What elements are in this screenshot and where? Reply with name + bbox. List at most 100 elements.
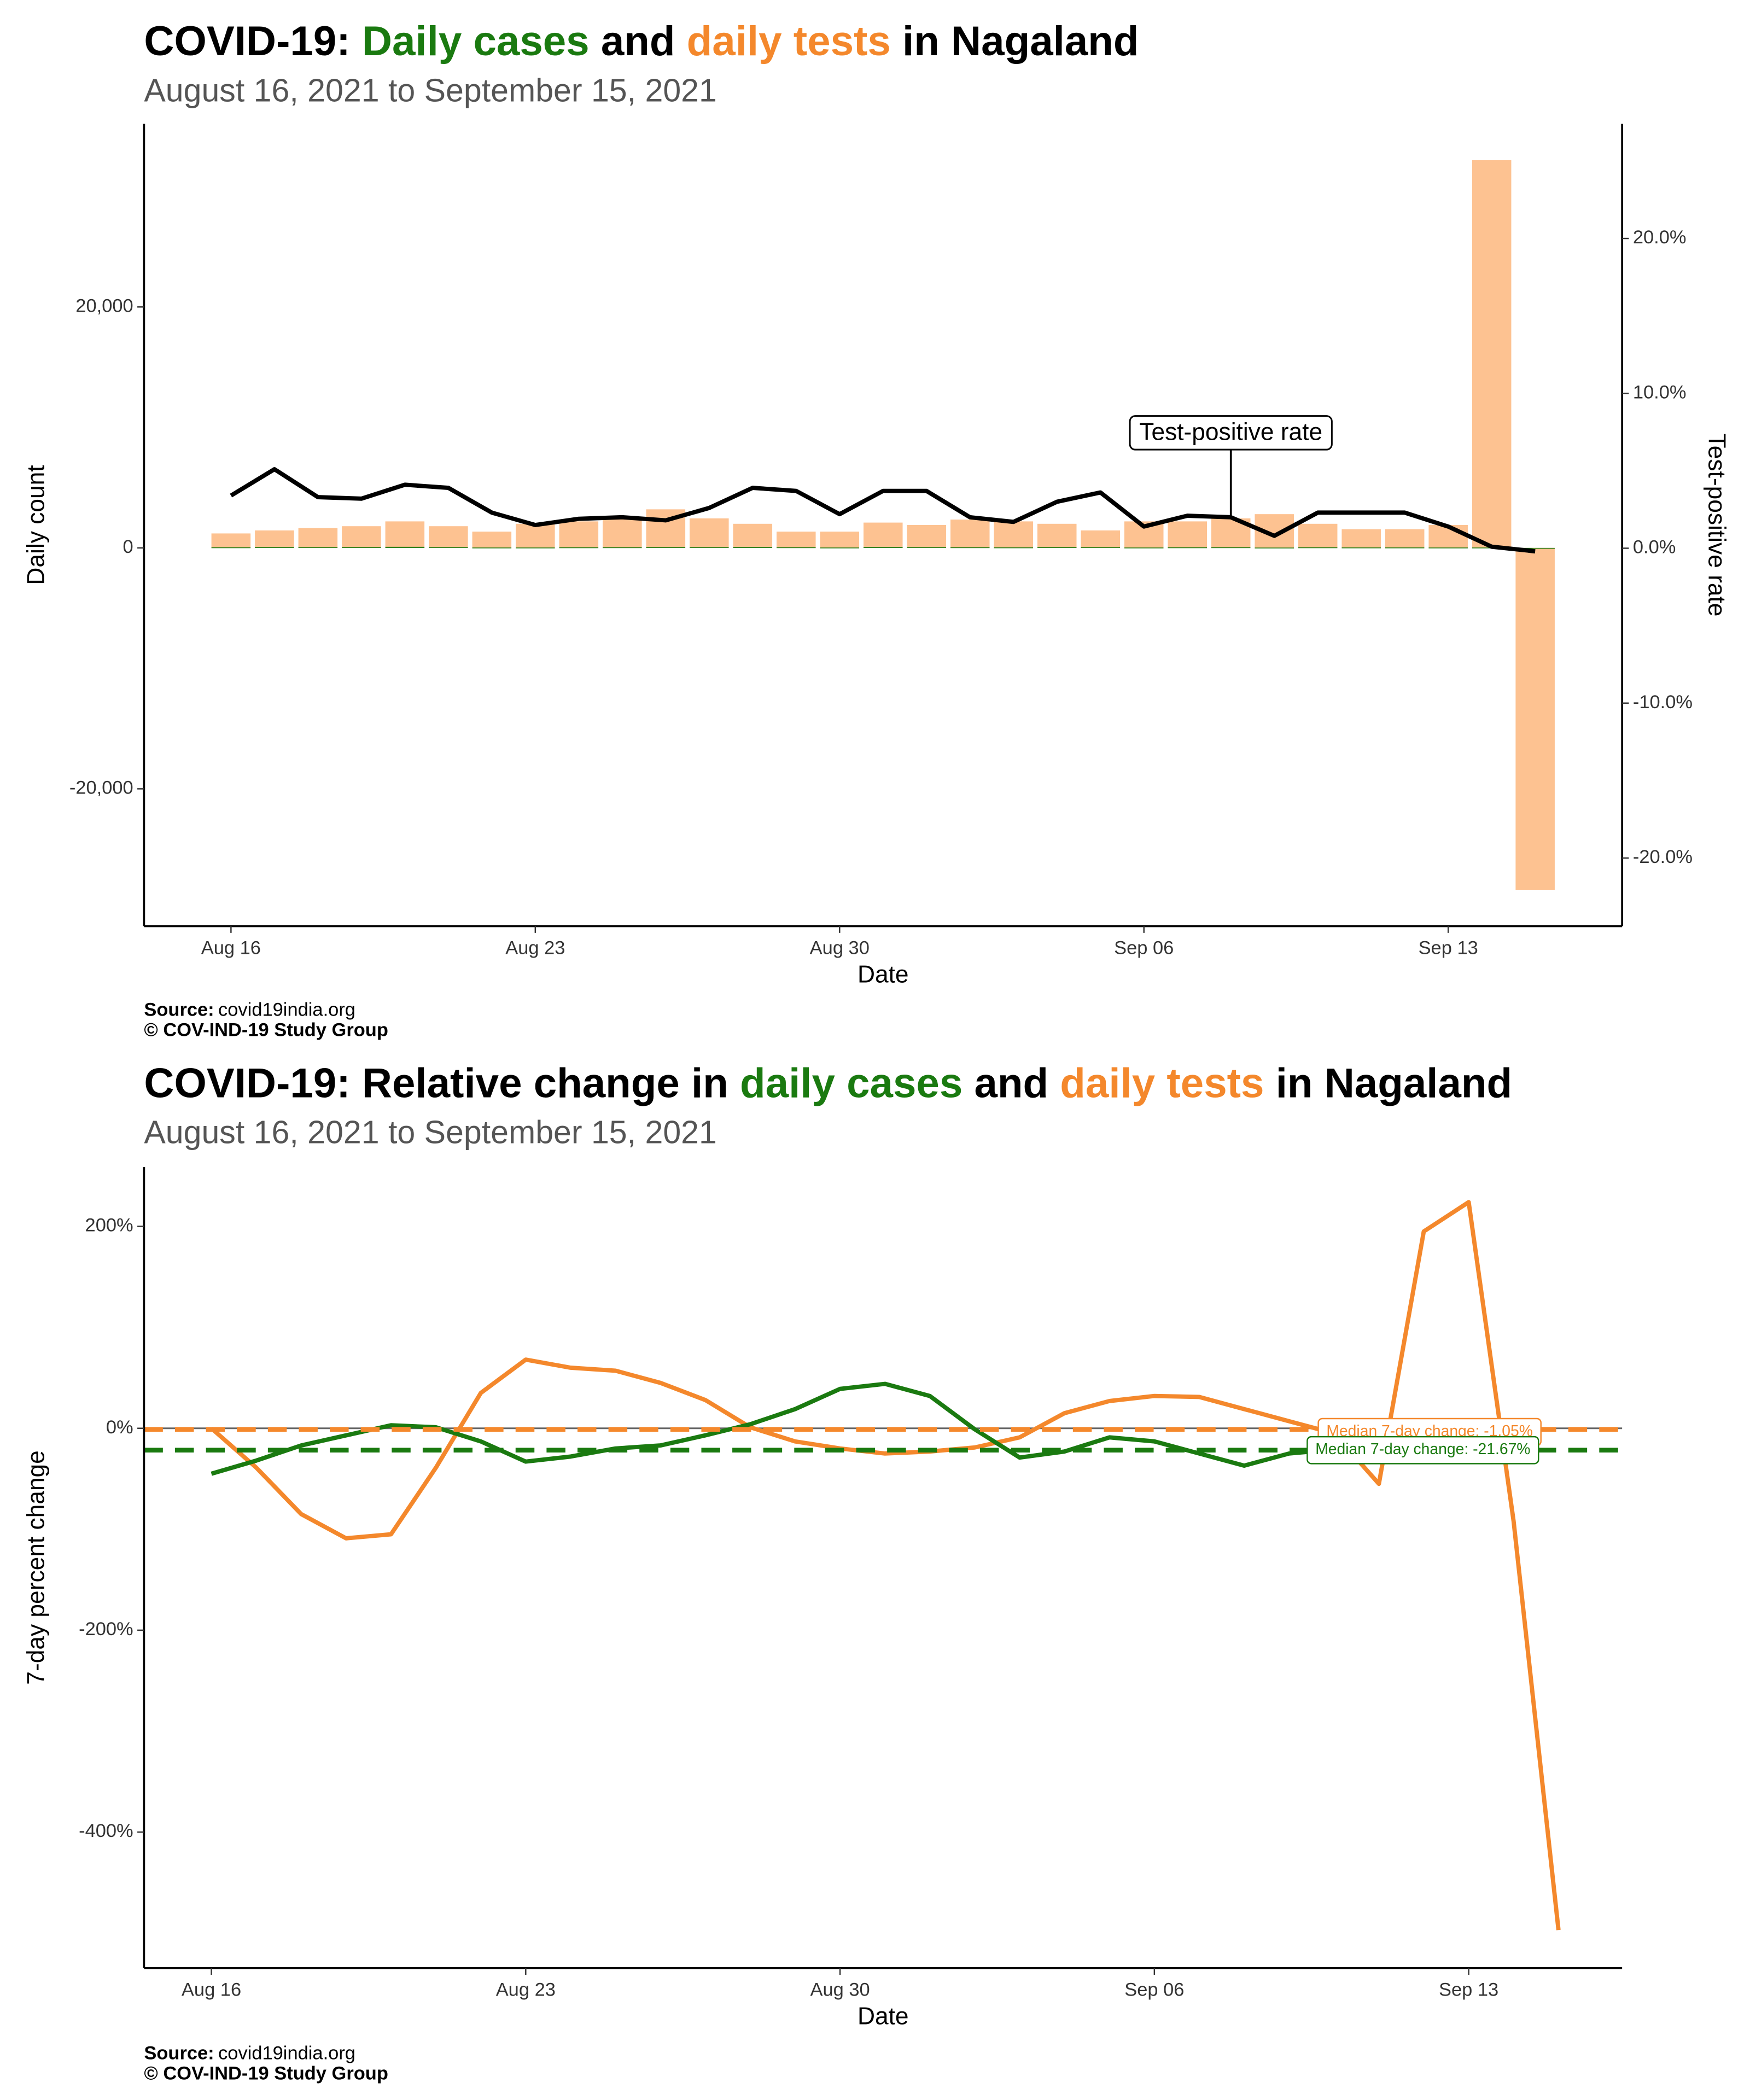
y2-tick-label: 10.0% — [1633, 382, 1687, 402]
bar — [1081, 547, 1121, 549]
series-line — [209, 1200, 1561, 1930]
bar — [777, 532, 816, 548]
title-part: in Nagaland — [1264, 1060, 1513, 1107]
title-part: in Nagaland — [891, 18, 1139, 65]
bar — [950, 547, 990, 549]
bar — [1298, 547, 1338, 549]
y2-tick-label: -20.0% — [1633, 847, 1693, 867]
bar — [559, 521, 599, 548]
bar — [994, 547, 1034, 549]
x-tick-label: Aug 16 — [201, 937, 261, 958]
x-tick-label: Aug 30 — [810, 937, 870, 958]
y2-tick-label: 20.0% — [1633, 227, 1687, 248]
x-tick-label: Sep 13 — [1419, 937, 1478, 958]
bar — [1515, 547, 1555, 549]
bar — [1341, 547, 1381, 549]
bar — [733, 547, 773, 548]
bar — [385, 521, 425, 548]
bar — [690, 518, 729, 548]
bar — [950, 520, 990, 548]
x-tick-label: Aug 23 — [496, 1980, 556, 2000]
title-part: COVID-19: — [144, 18, 362, 65]
bar — [342, 526, 381, 548]
credit: © COV-IND-19 Study Group — [144, 2063, 388, 2084]
bar — [211, 547, 251, 549]
bar — [907, 547, 947, 548]
bar — [907, 525, 947, 548]
y2-tick-label: -10.0% — [1633, 692, 1693, 713]
bar — [777, 547, 816, 549]
bar — [255, 547, 294, 548]
bar — [820, 532, 860, 548]
chart-subtitle: August 16, 2021 to September 15, 2021 — [144, 72, 717, 108]
y-tick-label: 0 — [123, 536, 133, 557]
title-part: and — [962, 1060, 1060, 1107]
bar — [1255, 547, 1294, 549]
y-tick-label: -400% — [79, 1821, 133, 1841]
x-tick-label: Sep 13 — [1439, 1980, 1498, 2000]
bar — [1385, 529, 1425, 548]
bar — [603, 547, 642, 549]
bar — [1037, 523, 1077, 548]
x-axis-title: Date — [858, 2003, 909, 2030]
source-text: covid19india.org — [218, 2043, 355, 2063]
bar — [863, 522, 903, 548]
bar — [1515, 547, 1555, 890]
y2-axis-title: Test-positive rate — [1703, 434, 1730, 617]
title-part: COVID-19: Relative change in — [144, 1060, 740, 1107]
credit: © COV-IND-19 Study Group — [144, 1020, 388, 1041]
bar — [1341, 529, 1381, 548]
bar — [733, 523, 773, 548]
y-tick-label: -20,000 — [69, 778, 133, 798]
y-axis-title: Daily count — [23, 465, 50, 585]
series-line — [211, 1381, 1334, 1476]
y-tick-label: 20,000 — [75, 295, 133, 316]
median-label: Median 7-day change: -21.67% — [1315, 1440, 1530, 1457]
bar — [298, 528, 338, 548]
bar — [516, 547, 555, 549]
bar — [1124, 547, 1164, 549]
bar — [1211, 547, 1251, 549]
bar — [603, 518, 642, 548]
chart: COVID-19: Relative change in daily cases… — [23, 1060, 1623, 2084]
bar — [559, 547, 599, 549]
source-label: Source: — [144, 1000, 214, 1020]
x-axis-title: Date — [858, 961, 909, 988]
bar — [1428, 547, 1468, 549]
bar — [994, 521, 1034, 548]
bar — [472, 547, 512, 549]
title-part: daily tests — [687, 18, 891, 65]
title-part: daily tests — [1060, 1060, 1264, 1107]
bar — [472, 532, 512, 548]
chart-subtitle: August 16, 2021 to September 15, 2021 — [144, 1115, 717, 1151]
y-tick-label: 0% — [106, 1417, 133, 1438]
bar — [211, 533, 251, 548]
bar — [646, 547, 686, 549]
title-part: and — [590, 18, 687, 65]
bar — [385, 546, 425, 548]
annotation-box — [1129, 415, 1333, 451]
x-tick-label: Sep 06 — [1114, 937, 1174, 958]
y2-tick-label: 0.0% — [1633, 537, 1676, 558]
source-text: covid19india.org — [218, 1000, 355, 1020]
series-line — [230, 467, 1536, 554]
source: Source: covid19india.org — [144, 2043, 355, 2063]
chart-title: COVID-19: Daily cases and daily tests in… — [144, 18, 1139, 65]
bar — [863, 547, 903, 548]
annotation-text: Test-positive rate — [1139, 418, 1322, 445]
bar — [1168, 547, 1207, 549]
bar — [255, 530, 294, 548]
bar — [1037, 547, 1077, 549]
title-part: daily cases — [740, 1060, 962, 1107]
bar — [1385, 547, 1425, 549]
y-tick-label: -200% — [79, 1619, 133, 1640]
title-part: Daily cases — [362, 18, 590, 65]
source: Source: covid19india.org — [144, 1000, 355, 1020]
x-tick-label: Aug 16 — [182, 1980, 241, 2000]
bar — [1168, 521, 1207, 548]
chart-title: COVID-19: Relative change in daily cases… — [144, 1060, 1512, 1107]
bar — [342, 547, 381, 549]
source-label: Source: — [144, 2043, 214, 2063]
bar — [429, 547, 468, 548]
